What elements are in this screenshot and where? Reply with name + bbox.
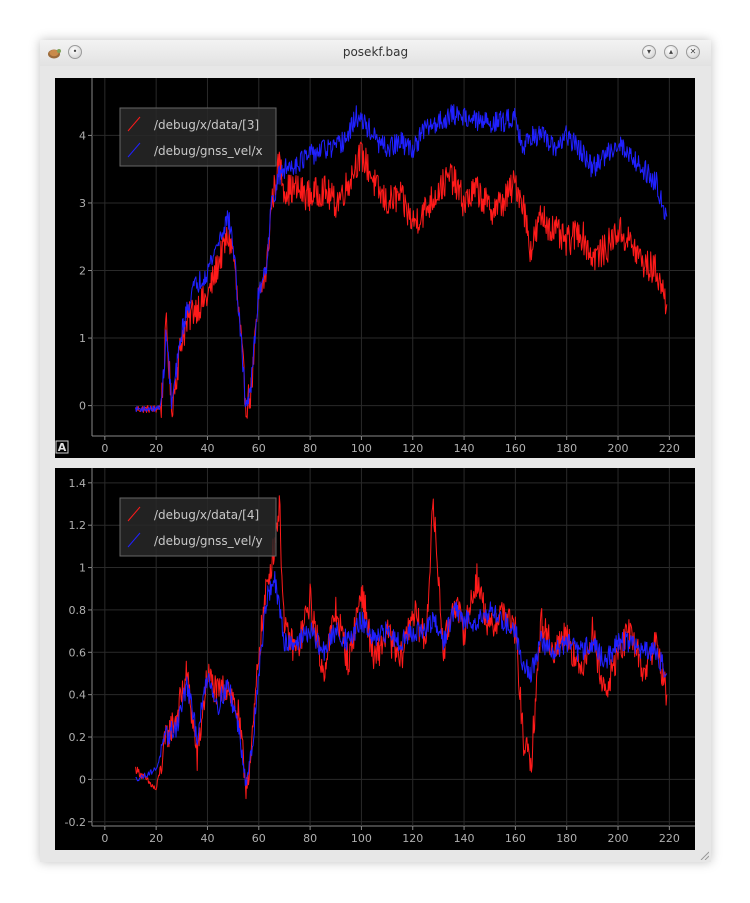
x-tick-label: 200 (608, 832, 629, 845)
y-tick-label: 1.4 (69, 477, 87, 490)
resize-grip-icon[interactable] (699, 850, 709, 860)
y-tick-label: 0.4 (69, 689, 87, 702)
x-tick-label: 80 (303, 832, 317, 845)
series-line-1 (135, 141, 668, 419)
x-tick-label: 120 (402, 832, 423, 845)
x-tick-label: 200 (608, 442, 629, 455)
x-tick-label: 120 (402, 442, 423, 455)
close-icon[interactable]: ✕ (686, 45, 700, 59)
legend-label-1: /debug/x/data/[3] (154, 118, 259, 132)
x-tick-label: 0 (101, 442, 108, 455)
x-tick-label: 60 (252, 832, 266, 845)
y-tick-label: 1 (79, 332, 86, 345)
ros-turtle-icon[interactable] (46, 44, 62, 60)
legend-box (119, 497, 277, 557)
y-tick-label: 4 (79, 129, 86, 142)
legend-swatch-1 (127, 116, 141, 132)
series-line-2 (135, 571, 668, 787)
y-tick-label: 3 (79, 197, 86, 210)
y-tick-label: 0.6 (69, 646, 87, 659)
x-tick-label: 40 (200, 442, 214, 455)
y-tick-label: 0.8 (69, 604, 87, 617)
y-tick-label: 1 (79, 562, 86, 575)
legend-swatch-2 (127, 142, 141, 158)
autoscale-badge: A (58, 441, 67, 454)
legend-swatch-1 (127, 506, 141, 522)
x-tick-label: 100 (351, 442, 372, 455)
x-tick-label: 220 (659, 442, 680, 455)
autoscale-badge-frame (55, 440, 69, 454)
series-line-2 (135, 104, 668, 413)
plot-panel-top[interactable]: 0 20 40 60 80 100 120 140 160 180 200 220 0 1 2 3 4/debu… (55, 78, 695, 458)
x-tick-label: 20 (149, 442, 163, 455)
plot-canvas-top[interactable]: 0 20 40 60 80 100 120 140 160 180 200 220 0 1 2 3 4/debu… (55, 78, 695, 458)
x-tick-label: 0 (101, 832, 108, 845)
legend-label-1: /debug/x/data/[4] (154, 508, 259, 522)
legend-box (119, 107, 277, 167)
x-tick-label: 180 (556, 442, 577, 455)
x-tick-label: 40 (200, 832, 214, 845)
y-tick-label: 1.2 (69, 519, 87, 532)
plot-panel-bottom[interactable]: 0 20 40 60 80 100 120 140 160 180 200 220 -0.2 0 0.2 0.… (55, 468, 695, 850)
x-tick-label: 80 (303, 442, 317, 455)
y-tick-label: 0.2 (69, 731, 87, 744)
maximize-icon[interactable]: ▴ (664, 45, 678, 59)
minimize-icon[interactable]: ▾ (642, 45, 656, 59)
app-window: • posekf.bag ▾ ▴ ✕ 0 20 40 60 80 100 120 140 160… (40, 40, 711, 862)
x-tick-label: 60 (252, 442, 266, 455)
y-tick-label: -0.2 (65, 816, 86, 829)
y-tick-label: 0 (79, 773, 86, 786)
legend-swatch-2 (127, 532, 141, 548)
x-tick-label: 100 (351, 832, 372, 845)
legend-label-2: /debug/gnss_vel/y (154, 534, 263, 548)
x-tick-label: 20 (149, 832, 163, 845)
x-tick-label: 160 (505, 442, 526, 455)
x-tick-label: 220 (659, 832, 680, 845)
x-tick-label: 140 (454, 832, 475, 845)
window-title: posekf.bag (342, 45, 409, 59)
title-bar[interactable]: • posekf.bag ▾ ▴ ✕ (40, 40, 711, 66)
window-menu-icon[interactable]: • (68, 45, 82, 59)
legend-label-2: /debug/gnss_vel/x (154, 144, 263, 158)
plot-canvas-bottom[interactable]: 0 20 40 60 80 100 120 140 160 180 200 220 -0.2 0 0.2 0.… (55, 468, 695, 850)
x-tick-label: 180 (556, 832, 577, 845)
x-tick-label: 160 (505, 832, 526, 845)
x-tick-label: 140 (454, 442, 475, 455)
y-tick-label: 0 (79, 400, 86, 413)
y-tick-label: 2 (79, 265, 86, 278)
